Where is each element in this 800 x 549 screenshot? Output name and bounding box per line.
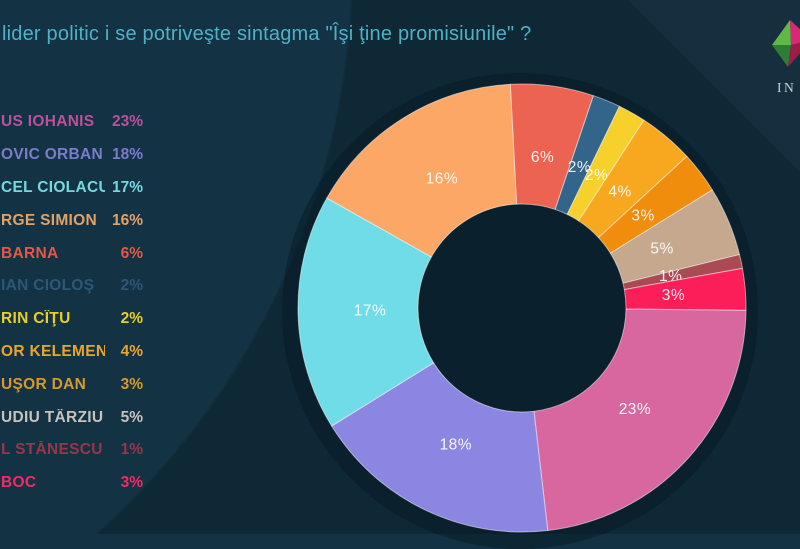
slice-percentage-label: 18% bbox=[440, 436, 473, 453]
slice-percentage-label: 17% bbox=[354, 303, 387, 320]
legend-name: UDIU TÂRZIU bbox=[1, 408, 104, 426]
legend-percentage: 3% bbox=[120, 375, 143, 393]
logo-face-darkgreen bbox=[772, 45, 791, 67]
legend-row: UDIU TÂRZIU 5% bbox=[1, 401, 151, 434]
legend-row: US IOHANIS 23% bbox=[1, 106, 151, 139]
donut-chart: 6%2%2%4%3%5%1%3%23%18%17%16% bbox=[297, 83, 747, 533]
legend-name: L STĂNESCU bbox=[1, 441, 103, 459]
legend-name: BARNA bbox=[1, 244, 59, 262]
legend-row: OVIC ORBAN 18% bbox=[1, 139, 151, 172]
logo-face-green bbox=[772, 20, 791, 45]
legend-row: UŞOR DAN 3% bbox=[1, 368, 151, 401]
legend-row: RGE SIMION 16% bbox=[1, 204, 151, 237]
legend-percentage: 4% bbox=[120, 342, 143, 360]
legend-name: BOC bbox=[1, 474, 37, 492]
legend-percentage: 1% bbox=[120, 441, 143, 459]
legend-percentage: 23% bbox=[111, 113, 143, 131]
slice-percentage-label: 4% bbox=[608, 183, 631, 200]
legend-percentage: 2% bbox=[120, 310, 143, 328]
legend-percentage: 6% bbox=[120, 244, 143, 262]
slice-percentage-label: 23% bbox=[619, 401, 652, 418]
slice-percentage-label: 6% bbox=[531, 149, 554, 166]
legend-row: BOC 3% bbox=[1, 467, 151, 500]
donut-slice bbox=[331, 362, 549, 533]
legend-name: RGE SIMION bbox=[1, 211, 98, 229]
legend-row: RIN CÎŢU 2% bbox=[1, 303, 151, 336]
donut-slice bbox=[297, 197, 435, 427]
legend-name: UŞOR DAN bbox=[1, 375, 87, 393]
slice-percentage-label: 16% bbox=[426, 170, 459, 187]
slice-percentage-label: 3% bbox=[662, 287, 685, 304]
donut-slice bbox=[533, 308, 747, 532]
legend-name: US IOHANIS bbox=[1, 113, 95, 131]
logo-face-darkred bbox=[788, 42, 800, 67]
brand-logo-text: IN bbox=[777, 80, 797, 95]
slice-percentage-label: 2% bbox=[568, 159, 591, 176]
legend-name: CEL CIOLACU bbox=[1, 178, 105, 196]
legend-percentage: 3% bbox=[120, 474, 143, 492]
legend-percentage: 16% bbox=[111, 211, 143, 229]
page-title: lider politic i se potriveşte sintagma "… bbox=[2, 23, 532, 45]
legend-row: OR KELEMEN 4% bbox=[1, 336, 151, 369]
slice-percentage-label: 2% bbox=[585, 167, 608, 184]
brand-logo-icon bbox=[772, 20, 800, 67]
slice-percentage-label: 3% bbox=[631, 208, 654, 225]
legend-name: RIN CÎŢU bbox=[1, 310, 71, 328]
slice-percentage-label: 5% bbox=[650, 241, 673, 258]
legend-percentage: 5% bbox=[120, 408, 143, 426]
legend-row: BARNA 6% bbox=[1, 237, 151, 270]
legend-percentage: 17% bbox=[111, 178, 143, 196]
donut-slice bbox=[326, 83, 518, 258]
legend-row: L STĂNESCU 1% bbox=[1, 434, 151, 467]
legend-row: CEL CIOLACU 17% bbox=[1, 172, 151, 205]
logo-face-pink bbox=[790, 20, 800, 45]
legend-row: IAN CIOLOŞ 2% bbox=[1, 270, 151, 303]
chart-legend: US IOHANIS 23% OVIC ORBAN 18% CEL CIOLACU 17%… bbox=[1, 106, 151, 500]
legend-percentage: 2% bbox=[120, 277, 143, 295]
legend-name: OR KELEMEN bbox=[1, 342, 105, 360]
legend-percentage: 18% bbox=[111, 146, 143, 164]
legend-name: OVIC ORBAN bbox=[1, 146, 104, 164]
legend-name: IAN CIOLOŞ bbox=[1, 277, 95, 295]
